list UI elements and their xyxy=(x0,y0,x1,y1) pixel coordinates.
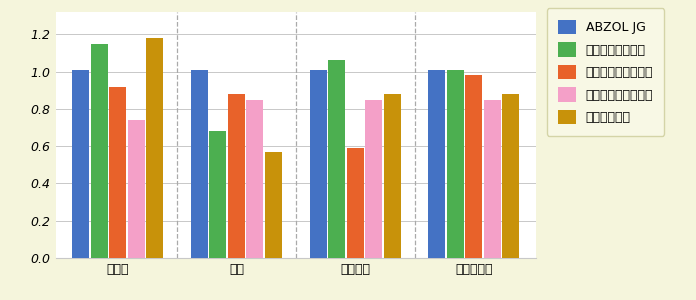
Bar xyxy=(310,70,326,258)
Legend: ABZOL JG, トリクロロエタン, トリクロロエチレン, パークロロエチレン, 塩化メチレン: ABZOL JG, トリクロロエタン, トリクロロエチレン, パークロロエチレン… xyxy=(547,8,665,136)
Bar xyxy=(246,100,263,258)
Bar xyxy=(447,70,464,258)
Bar xyxy=(228,94,245,258)
Bar xyxy=(484,100,501,258)
Bar xyxy=(347,148,364,258)
Bar xyxy=(265,152,282,258)
Bar xyxy=(191,70,208,258)
Bar xyxy=(109,86,126,258)
Bar xyxy=(90,44,108,258)
Bar xyxy=(503,94,519,258)
Bar xyxy=(329,61,345,258)
Bar xyxy=(209,131,226,258)
Bar xyxy=(429,70,445,258)
Bar xyxy=(383,94,401,258)
Bar xyxy=(72,70,89,258)
Bar xyxy=(146,38,163,258)
Bar xyxy=(127,120,145,258)
Bar xyxy=(365,100,382,258)
Bar xyxy=(466,75,482,258)
